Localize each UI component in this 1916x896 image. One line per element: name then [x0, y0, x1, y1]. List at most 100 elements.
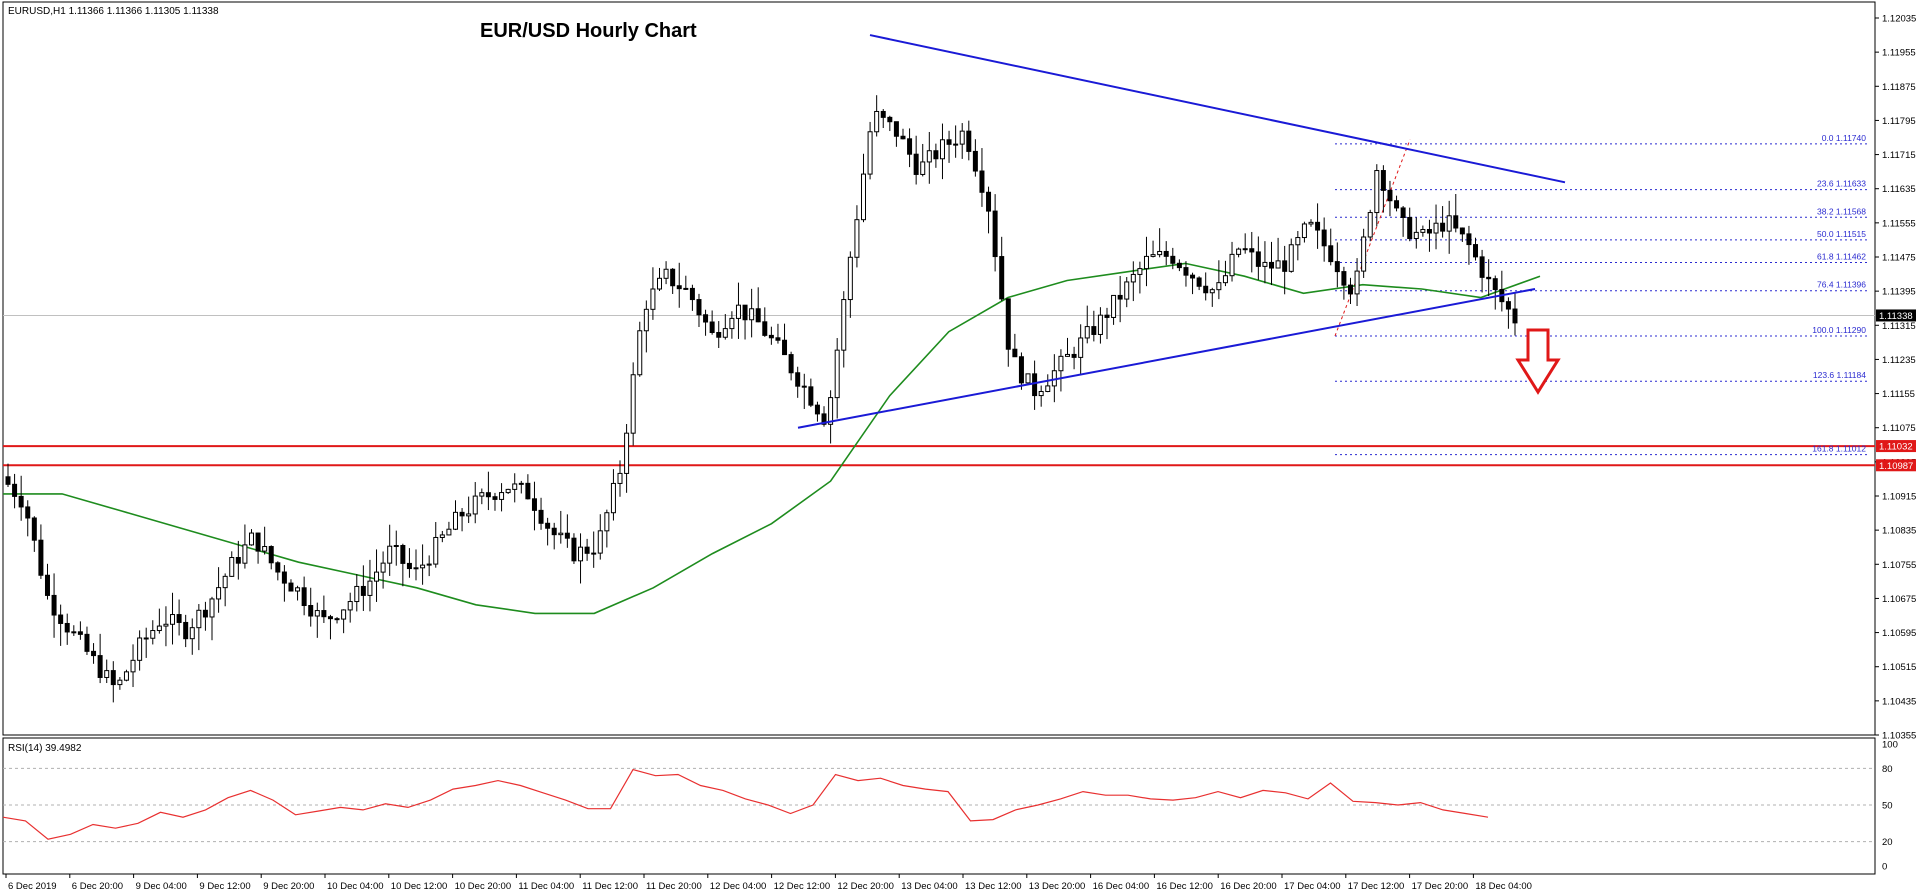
bear-candle	[1505, 301, 1511, 310]
x-tick-label: 10 Dec 04:00	[327, 881, 384, 892]
bear-candle	[1091, 326, 1097, 335]
bull-candle	[1374, 170, 1380, 214]
bear-candle	[689, 287, 695, 301]
bull-candle	[1143, 255, 1149, 270]
bear-candle	[1328, 245, 1334, 263]
bull-candle	[953, 143, 959, 146]
bear-candle	[1440, 222, 1446, 232]
bear-candle	[97, 655, 103, 678]
y-tick-label: 1.11955	[1882, 48, 1916, 59]
support-price-label: 1.10987	[1879, 461, 1913, 472]
bull-candle	[248, 532, 254, 546]
y-tick-label: 1.10355	[1882, 731, 1916, 742]
bull-candle	[420, 564, 426, 569]
bull-candle	[387, 545, 393, 564]
support-price-label: 1.11032	[1879, 442, 1913, 453]
bull-candle	[735, 304, 741, 319]
bear-candle	[893, 121, 899, 137]
x-tick-label: 10 Dec 20:00	[455, 881, 512, 892]
bull-candle	[1301, 223, 1307, 239]
bear-candle	[77, 631, 83, 635]
bear-candle	[525, 482, 531, 500]
bear-candle	[992, 210, 998, 258]
y-tick-label: 1.11235	[1882, 355, 1916, 366]
rsi-level-label: 0	[1882, 862, 1887, 873]
bear-candle	[334, 618, 340, 621]
bear-candle	[235, 557, 241, 564]
x-tick-label: 9 Dec 04:00	[136, 881, 187, 892]
bear-candle	[492, 496, 498, 500]
bull-candle	[1111, 294, 1117, 318]
bear-candle	[58, 614, 64, 624]
bull-candle	[512, 483, 518, 490]
bull-candle	[466, 513, 472, 517]
bear-candle	[814, 404, 820, 415]
x-tick-label: 17 Dec 04:00	[1284, 881, 1341, 892]
bear-candle	[782, 339, 788, 356]
bear-candle	[110, 670, 116, 686]
bear-candle	[301, 587, 307, 607]
bull-candle	[71, 631, 77, 634]
bear-candle	[670, 268, 676, 287]
x-tick-label: 9 Dec 12:00	[199, 881, 250, 892]
bull-candle	[1157, 250, 1163, 256]
bull-candle	[867, 131, 873, 175]
bear-candle	[12, 483, 18, 497]
bull-candle	[1038, 391, 1044, 397]
x-tick-label: 6 Dec 2019	[8, 881, 57, 892]
rsi-level-label: 100	[1882, 740, 1898, 751]
bear-candle	[143, 637, 149, 640]
bear-candle	[716, 331, 722, 338]
bear-candle	[1426, 228, 1432, 234]
bear-candle	[321, 610, 327, 618]
y-tick-label: 1.11475	[1882, 253, 1916, 264]
bull-candle	[1420, 228, 1426, 233]
bull-candle	[1058, 355, 1064, 372]
bull-candle	[341, 609, 347, 620]
bull-candle	[1209, 289, 1215, 294]
y-tick-label: 1.11075	[1882, 423, 1916, 434]
bear-candle	[986, 191, 992, 212]
bear-candle	[564, 532, 570, 539]
bull-candle	[617, 472, 623, 484]
x-tick-label: 9 Dec 20:00	[263, 881, 314, 892]
bull-candle	[1065, 353, 1071, 357]
bear-candle	[972, 150, 978, 172]
bull-candle	[1150, 254, 1156, 257]
bull-candle	[295, 587, 301, 592]
bull-candle	[610, 482, 616, 514]
support-price-box	[1876, 440, 1916, 453]
bear-candle	[268, 546, 274, 564]
bull-candle	[380, 562, 386, 573]
bear-candle	[979, 170, 985, 193]
x-tick-label: 11 Dec 20:00	[646, 881, 702, 892]
fib-level-label: 0.0 1.11740	[1822, 133, 1867, 143]
rsi-line	[2, 768, 1489, 840]
bear-candle	[1479, 256, 1485, 278]
y-tick-label: 1.10515	[1882, 662, 1916, 673]
bull-candle	[939, 139, 945, 160]
bear-candle	[1394, 200, 1400, 209]
bear-candle	[255, 532, 261, 552]
bull-candle	[656, 277, 662, 290]
y-tick-label: 1.10435	[1882, 696, 1916, 707]
bull-candle	[1413, 231, 1419, 240]
bull-candle	[479, 492, 485, 497]
bear-candle	[966, 130, 972, 152]
bull-candle	[433, 536, 439, 565]
bear-candle	[676, 285, 682, 290]
bear-candle	[1018, 356, 1024, 384]
bear-candle	[1315, 221, 1321, 231]
bear-candle	[808, 386, 814, 406]
symbol-info: EURUSD,H1 1.11366 1.11366 1.11305 1.1133…	[8, 6, 219, 17]
bear-candle	[1466, 233, 1472, 246]
bull-candle	[630, 374, 636, 434]
bear-candle	[571, 537, 577, 562]
bull-candle	[117, 679, 123, 686]
bear-candle	[1255, 251, 1261, 267]
bear-candle	[551, 527, 557, 536]
y-tick-label: 1.10915	[1882, 492, 1916, 503]
bull-candle	[1137, 268, 1143, 275]
bear-candle	[1005, 298, 1011, 350]
bear-candle	[1473, 244, 1479, 258]
